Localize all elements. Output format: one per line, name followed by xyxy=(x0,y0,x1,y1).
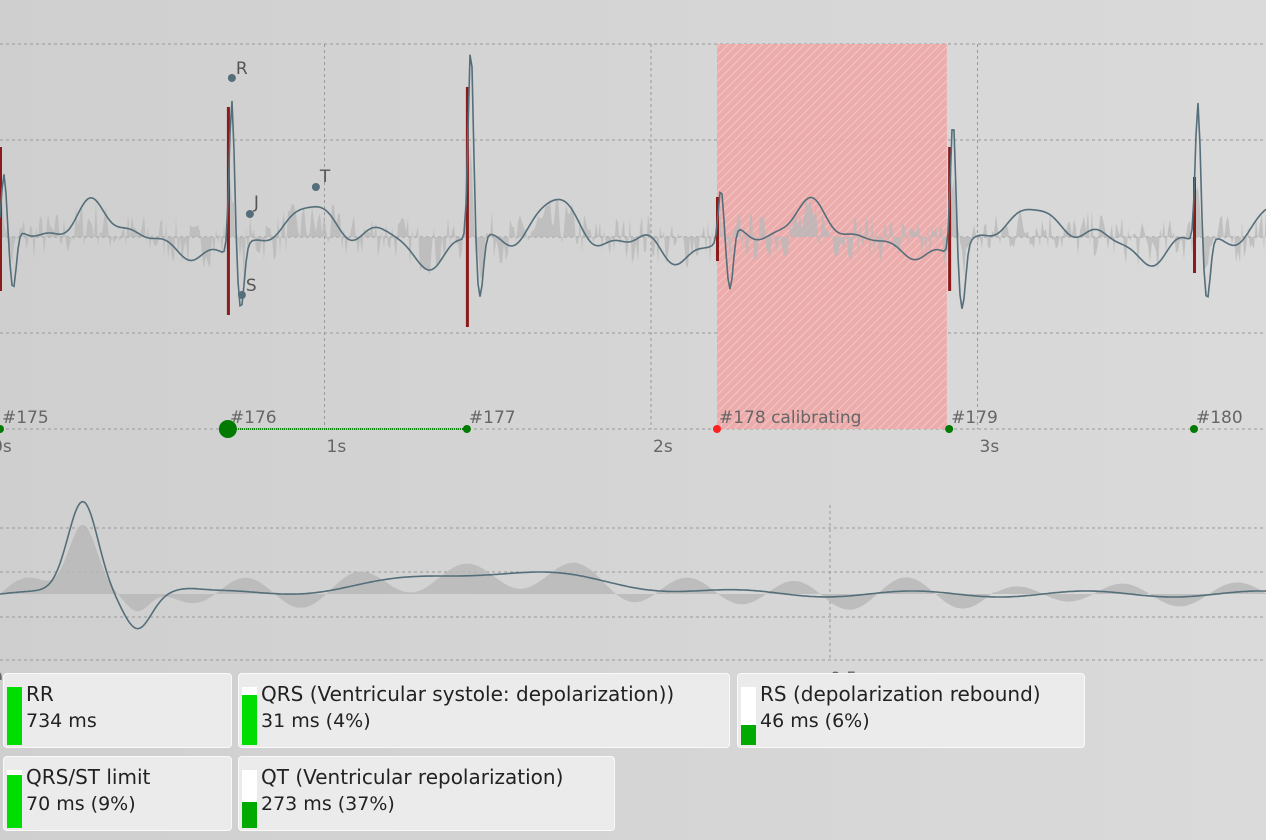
wave-point-label: R xyxy=(236,59,248,79)
wave-point-label: T xyxy=(319,167,331,187)
metric-value: 734 ms xyxy=(26,710,97,732)
metric-card[interactable]: QT (Ventricular repolarization) 273 ms (… xyxy=(238,756,615,831)
spike-markers xyxy=(0,87,1197,327)
beat-label: #176 xyxy=(230,408,277,428)
ecg-detail-chart[interactable]: 0s0.5s xyxy=(0,480,1266,680)
level-bar xyxy=(242,770,257,828)
metric-title: QRS (Ventricular systole: depolarization… xyxy=(261,682,675,706)
metric-title: RR xyxy=(26,682,54,706)
level-bar xyxy=(741,687,756,745)
metric-title: QRS/ST limit xyxy=(26,765,151,789)
spike-marker xyxy=(226,107,230,315)
beat-label: #180 xyxy=(1196,408,1243,428)
wave-point-S[interactable] xyxy=(237,291,246,299)
metric-title: QT (Ventricular repolarization) xyxy=(261,765,564,789)
wave-point-T[interactable] xyxy=(311,183,320,191)
metric-card[interactable]: QRS/ST limit 70 ms (9%) xyxy=(3,756,232,831)
metric-value: 46 ms (6%) xyxy=(760,710,870,732)
wave-point-label: S xyxy=(246,276,257,296)
spike-marker xyxy=(948,147,952,291)
beat-marker[interactable] xyxy=(945,425,954,433)
ecg-main-chart[interactable]: R J T S #175 #176 #177 #178 calibrating #179 #18… xyxy=(0,0,1266,470)
x-tick-label: 0s xyxy=(0,437,12,457)
noise-area xyxy=(0,142,1266,281)
metric-card[interactable]: RS (depolarization rebound) 46 ms (6%) xyxy=(737,673,1085,748)
wave-point-markers: R J T S xyxy=(227,59,331,299)
wave-point-label: J xyxy=(253,193,259,213)
grid xyxy=(0,505,1266,661)
beat-marker[interactable] xyxy=(0,425,4,433)
ecg-detail-waveform xyxy=(0,500,1266,630)
wave-point-R[interactable] xyxy=(227,74,236,82)
level-bar xyxy=(242,687,257,745)
metric-value: 273 ms (37%) xyxy=(261,793,395,815)
metric-value: 70 ms (9%) xyxy=(26,793,136,815)
level-bar xyxy=(7,770,22,828)
spike-marker xyxy=(0,147,2,291)
beat-marker[interactable] xyxy=(712,425,721,433)
beat-marker[interactable] xyxy=(462,425,471,433)
beat-label: #175 xyxy=(2,408,49,428)
level-bar xyxy=(7,687,22,745)
noise-area xyxy=(0,524,1266,612)
metric-value: 31 ms (4%) xyxy=(261,710,371,732)
metric-card[interactable]: QRS (Ventricular systole: depolarization… xyxy=(238,673,730,748)
metric-card[interactable]: RR 734 ms xyxy=(3,673,232,748)
ecg-waveform xyxy=(0,54,1266,309)
beat-marker[interactable] xyxy=(218,420,237,438)
metric-title: RS (depolarization rebound) xyxy=(760,682,1041,706)
beat-label: #179 xyxy=(951,408,998,428)
spike-marker xyxy=(465,87,469,327)
beat-label: #178 calibrating xyxy=(719,408,861,428)
beat-label: #177 xyxy=(469,408,516,428)
wave-point-J[interactable] xyxy=(245,210,254,218)
beat-marker[interactable] xyxy=(1190,425,1199,433)
x-tick-label: 3s xyxy=(980,437,1000,457)
spike-marker xyxy=(1193,177,1197,273)
spike-marker xyxy=(715,197,719,261)
x-tick-label: 2s xyxy=(653,437,673,457)
x-tick-label: 1s xyxy=(327,437,347,457)
